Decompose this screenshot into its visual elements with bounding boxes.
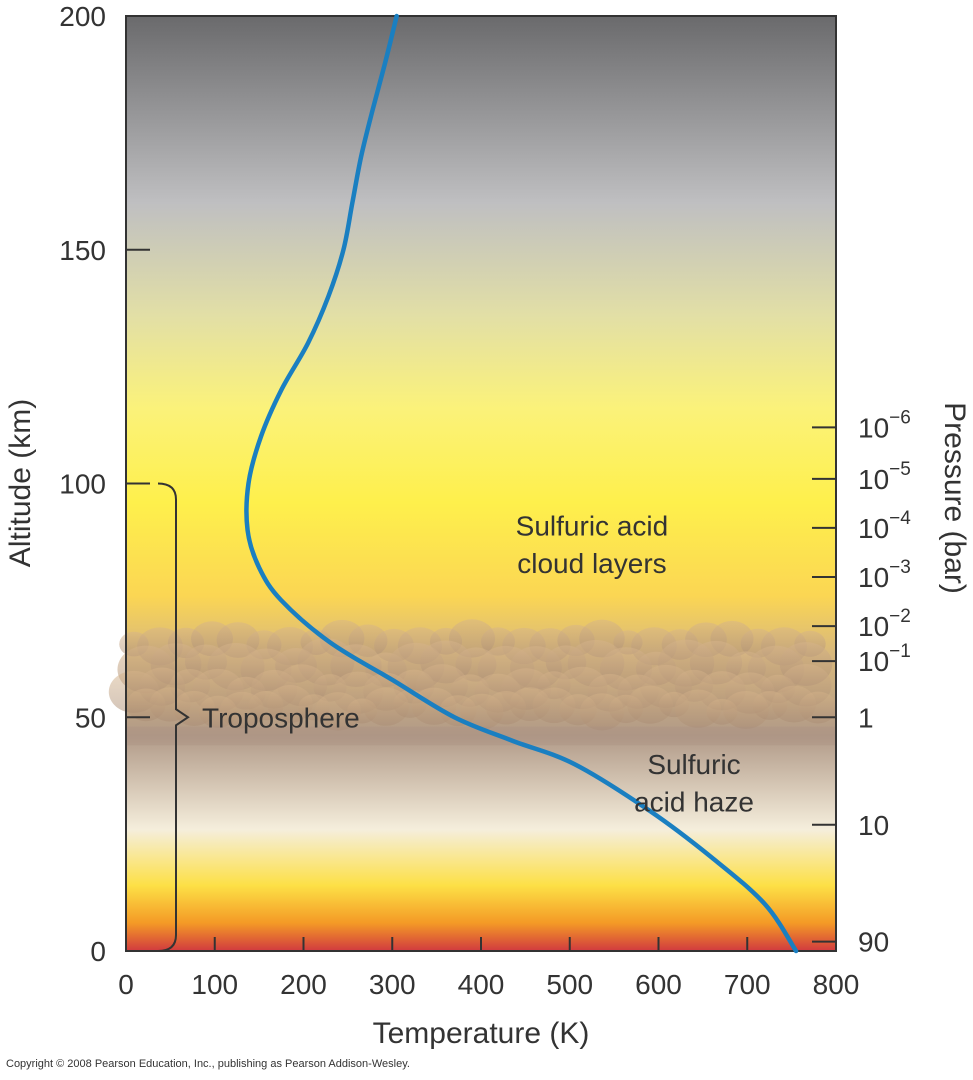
troposphere-brace — [157, 482, 190, 952]
x-tick-label: 400 — [458, 969, 505, 1000]
y-axis-ticks: 0 50 100 150 200 — [59, 1, 150, 967]
y-tick-label: 150 — [59, 235, 106, 266]
x-axis-title: Temperature (K) — [373, 1017, 590, 1050]
pressure-tick-label: 10−2 — [858, 606, 911, 642]
x-tick-label: 500 — [546, 969, 593, 1000]
x-tick-label: 700 — [724, 969, 771, 1000]
x-tick-label: 100 — [191, 969, 238, 1000]
cloud-base-shadow — [126, 726, 836, 746]
pressure-tick-label: 10−1 — [858, 641, 911, 677]
annotation-label: cloud layers — [517, 548, 666, 579]
pressure-tick-label: 10−5 — [858, 459, 911, 495]
pressure-tick-label: 10−3 — [858, 557, 911, 593]
pressure-tick-label: 10−6 — [858, 407, 911, 443]
y-tick-label: 50 — [75, 702, 106, 733]
cloud-puff — [627, 685, 673, 724]
y-axis-title: Altitude (km) — [4, 399, 37, 567]
annotation-label: Sulfuric acid — [516, 511, 669, 542]
y-tick-label: 0 — [90, 936, 106, 967]
plot-background — [126, 16, 836, 951]
x-tick-label: 200 — [280, 969, 327, 1000]
pressure-axis-ticks: 10−6 10−5 10−4 10−3 10−210−1 1 10 90 — [812, 407, 911, 958]
annotation-label: Sulfuric — [647, 749, 740, 780]
x-tick-label: 800 — [813, 969, 860, 1000]
annotations: Sulfuric acid cloud layers Sulfuric acid ha… — [202, 511, 754, 818]
x-tick-label: 300 — [369, 969, 416, 1000]
annotation-label: Troposphere — [202, 702, 360, 733]
temperature-profile-line — [244, 13, 799, 954]
y-tick-label: 100 — [59, 469, 106, 500]
x-tick-label: 600 — [635, 969, 682, 1000]
copyright-notice: Copyright © 2008 Pearson Education, Inc.… — [6, 1058, 410, 1070]
y2-axis-title: Pressure (bar) — [938, 402, 971, 594]
pressure-tick-label: 1 — [858, 702, 874, 733]
y-tick-label: 200 — [59, 1, 106, 32]
x-axis-ticks: 0 100 200 300 400 500 600 700 800 — [118, 937, 859, 1000]
cloud-puff — [314, 692, 362, 731]
x-tick-label: 0 — [118, 969, 134, 1000]
pressure-tick-label: 10−4 — [858, 508, 911, 544]
cloud-puff — [798, 691, 838, 724]
annotation-label: acid haze — [634, 786, 754, 817]
pressure-tick-label: 10 — [858, 810, 889, 841]
pressure-tick-label: 90 — [858, 927, 889, 958]
